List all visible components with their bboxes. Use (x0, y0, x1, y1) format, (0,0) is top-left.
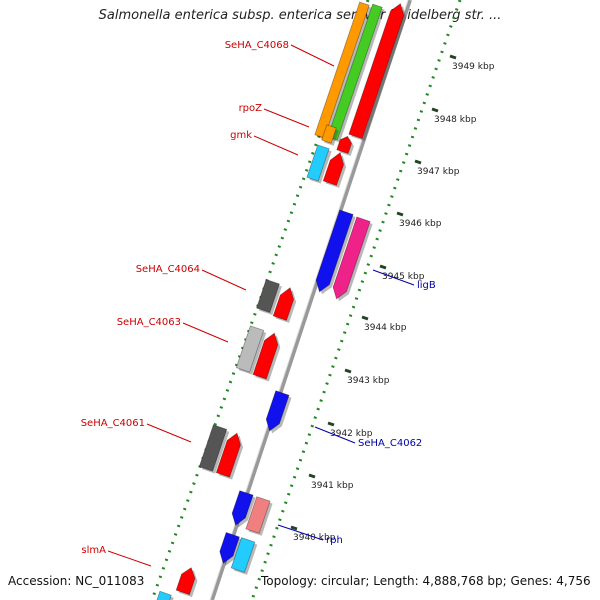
scale-tick-label: 3940 kbp (293, 533, 336, 543)
blue-feature[interactable] (231, 490, 256, 528)
red-feature[interactable] (252, 332, 281, 382)
gene-label-leader (107, 550, 152, 567)
gene-label-leader (182, 322, 229, 343)
red-feature[interactable] (322, 152, 347, 188)
gene-label[interactable]: SeHA_C4061 (81, 418, 145, 429)
topology-text: Topology: circular; Length: 4,888,768 bp… (261, 574, 591, 588)
gene-label[interactable]: SeHA_C4064 (136, 264, 200, 275)
scale-tick-label: 3946 kbp (399, 219, 442, 229)
blue-feature[interactable] (315, 209, 356, 295)
scale-tick (290, 525, 298, 531)
scale-tick-label: 3943 kbp (347, 376, 390, 386)
gene-label-leader (146, 423, 192, 443)
gene-label-leader (201, 269, 247, 291)
gene-label[interactable]: slmA (81, 545, 106, 556)
gene-label-leader (253, 135, 299, 156)
scale-tick-label: 3941 kbp (311, 481, 354, 491)
cyan-feature[interactable] (230, 537, 258, 575)
gene-label[interactable]: SeHA_C4068 (225, 40, 289, 51)
scale-tick-label: 3944 kbp (364, 323, 407, 333)
scale-tick (449, 54, 457, 60)
magenta-feature[interactable] (332, 216, 373, 302)
scale-tick (361, 315, 369, 321)
scale-tick (344, 368, 352, 374)
orange-feature[interactable] (321, 124, 339, 146)
inner-dotted-ring (150, 0, 370, 600)
gene-label[interactable]: rpoZ (239, 103, 263, 114)
scale-tick-label: 3945 kbp (382, 272, 425, 282)
blue-feature[interactable] (265, 390, 292, 434)
gene-label[interactable]: rph (326, 535, 343, 546)
green-feature[interactable] (327, 3, 385, 143)
gene-label-leader (277, 524, 324, 541)
dark-gray-feature[interactable] (198, 424, 230, 474)
scale-tick (308, 473, 316, 479)
red-feature[interactable] (348, 3, 407, 142)
scale-tick-label: 3948 kbp (434, 115, 477, 125)
scale-tick-label: 3947 kbp (417, 167, 460, 177)
blue-feature[interactable] (219, 531, 242, 566)
gene-label[interactable]: gmk (230, 130, 252, 141)
cyan-feature[interactable] (306, 144, 332, 184)
gene-label[interactable]: SeHA_C4063 (117, 317, 181, 328)
scale-tick (379, 264, 387, 270)
scale-tick-label: 3942 kbp (330, 429, 373, 439)
red-feature[interactable] (175, 567, 198, 598)
gene-label-leader (314, 426, 356, 444)
gene-label-leader (263, 108, 310, 128)
scale-tick-label: 3949 kbp (452, 62, 495, 72)
scale-tick (396, 211, 404, 217)
gene-label-leader (372, 269, 415, 286)
salmon-feature[interactable] (245, 496, 273, 536)
red-feature[interactable] (215, 432, 243, 480)
light-gray-feature[interactable] (235, 325, 267, 375)
scale-tick (327, 421, 335, 427)
accession-text: Accession: NC_011083 (8, 574, 145, 588)
gene-label[interactable]: ligB (417, 280, 436, 291)
gene-label[interactable]: SeHA_C4062 (358, 438, 422, 449)
red-feature[interactable] (272, 287, 297, 323)
cyan-feature[interactable] (156, 590, 174, 600)
scale-tick (431, 107, 439, 113)
dark-gray-feature[interactable] (256, 278, 282, 316)
gene-label-leader (290, 44, 335, 67)
red-feature[interactable] (336, 135, 354, 156)
scale-tick (414, 159, 422, 165)
